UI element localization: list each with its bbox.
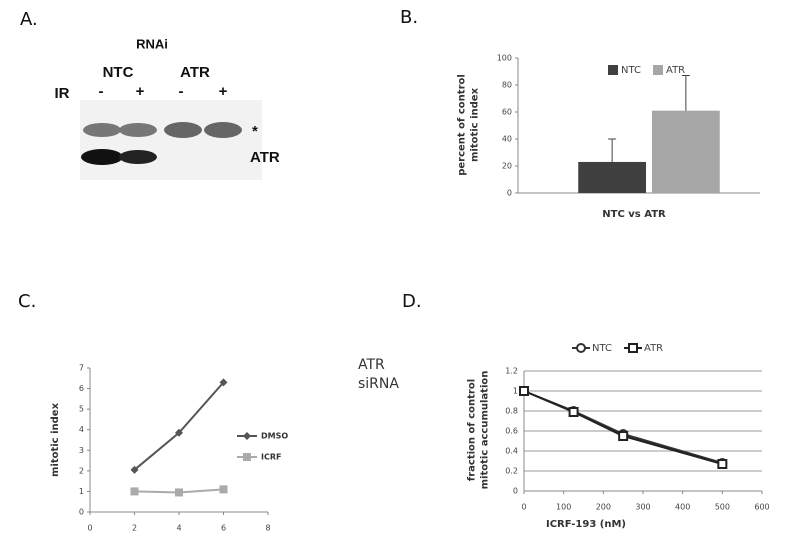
x-axis-label: ICRF-193 (nM)	[546, 519, 626, 530]
y-tick-label: 0	[513, 487, 518, 496]
y-tick-label: 0.2	[505, 467, 518, 476]
lane-label: +	[219, 83, 228, 100]
legend-label: ATR	[666, 65, 685, 76]
panel-label: C.	[18, 291, 36, 312]
y-tick-label: 60	[502, 108, 512, 117]
blot-membrane	[80, 100, 262, 180]
band	[204, 122, 242, 138]
band	[81, 149, 123, 165]
y-tick-label: 6	[79, 384, 84, 393]
panel-label: A.	[20, 9, 38, 30]
y-tick-label: 4	[79, 425, 84, 434]
y-axis-label: percent of control mitotic index	[457, 74, 481, 176]
y-tick-label: 1.2	[505, 367, 518, 376]
y-tick-label: 40	[502, 135, 512, 144]
panel-label: D.	[402, 291, 422, 312]
x-tick-label: 4	[176, 524, 181, 533]
lane-label: +	[136, 83, 145, 100]
y-axis-label: fraction of control mitotic accumulation	[467, 371, 491, 490]
x-tick-label: 300	[635, 503, 650, 512]
band	[119, 123, 157, 137]
marker	[130, 465, 139, 474]
bar	[578, 161, 646, 193]
y-tick-label: 0.4	[505, 447, 518, 456]
y-tick-label: 7	[79, 364, 84, 373]
group-label: ATR	[180, 64, 210, 81]
legend-label: NTC	[592, 343, 612, 354]
band	[119, 150, 157, 164]
group-label: NTC	[103, 64, 134, 81]
y-tick-label: 0.8	[505, 407, 518, 416]
y-tick-label: 1	[513, 387, 518, 396]
panel-label: B.	[400, 7, 418, 28]
y-axis-label-line: mitotic index	[50, 402, 61, 477]
y-tick-label: 1	[79, 487, 84, 496]
legend-label: NTC	[621, 65, 641, 76]
legend-marker	[243, 453, 251, 461]
error-bar	[681, 75, 690, 111]
y-axis-label: mitotic index	[50, 402, 61, 477]
y-tick-label: 3	[79, 446, 84, 455]
x-tick-label: 0	[521, 503, 526, 512]
line	[523, 390, 723, 465]
blot-title: RNAi	[136, 36, 168, 51]
legend-marker	[576, 343, 586, 353]
x-tick-label: 200	[596, 503, 611, 512]
line	[133, 381, 225, 471]
western-blot: RNAi NTC ATR IR - + - + * ATR	[55, 36, 280, 180]
marker	[219, 485, 228, 494]
line	[523, 390, 723, 464]
band	[164, 122, 202, 138]
legend-swatch	[608, 65, 618, 75]
legend-marker	[243, 432, 251, 440]
y-tick-label: 2	[79, 466, 84, 475]
x-tick-label: 2	[132, 524, 137, 533]
y-tick-label: 0	[79, 508, 84, 517]
x-tick-label: 8	[265, 524, 270, 533]
lane-label: -	[179, 83, 184, 100]
marker	[519, 386, 529, 396]
y-tick-label: 5	[79, 405, 84, 414]
marker	[618, 431, 629, 441]
band-label: ATR	[250, 149, 280, 166]
marker	[219, 378, 228, 387]
y-tick-label: 20	[502, 162, 512, 171]
x-tick-label: 100	[556, 503, 571, 512]
annotation: siRNA	[358, 376, 399, 392]
legend-label: DMSO	[261, 432, 288, 441]
annotation: ATR	[358, 357, 385, 373]
x-tick-label: 400	[675, 503, 690, 512]
legend-label: ATR	[644, 343, 663, 354]
x-axis-label: NTC vs ATR	[602, 209, 666, 220]
marker	[130, 487, 139, 496]
bar	[652, 110, 720, 193]
y-tick-label: 100	[497, 54, 512, 63]
legend-label: ICRF	[261, 453, 281, 462]
marker	[175, 488, 183, 497]
band-label: *	[252, 123, 258, 140]
legend-swatch	[653, 65, 663, 75]
band	[83, 123, 121, 137]
y-tick-label: 80	[502, 81, 512, 90]
x-tick-label: 6	[221, 524, 226, 533]
error-bar	[608, 138, 617, 162]
x-tick-label: 600	[754, 503, 769, 512]
y-axis-label-line: percent of control	[457, 74, 468, 176]
x-tick-label: 0	[87, 524, 92, 533]
row-label: IR	[55, 85, 70, 102]
y-tick-label: 0	[507, 189, 512, 198]
marker	[175, 428, 183, 437]
lane-label: -	[99, 83, 104, 100]
x-tick-label: 500	[715, 503, 730, 512]
y-axis-label-line: fraction of control	[467, 379, 478, 481]
y-axis-label-line: mitotic accumulation	[480, 371, 491, 490]
marker	[717, 459, 728, 469]
y-tick-label: 0.6	[505, 427, 518, 436]
y-axis-label-line: mitotic index	[470, 87, 481, 162]
marker	[568, 407, 579, 417]
legend-marker	[628, 343, 638, 353]
